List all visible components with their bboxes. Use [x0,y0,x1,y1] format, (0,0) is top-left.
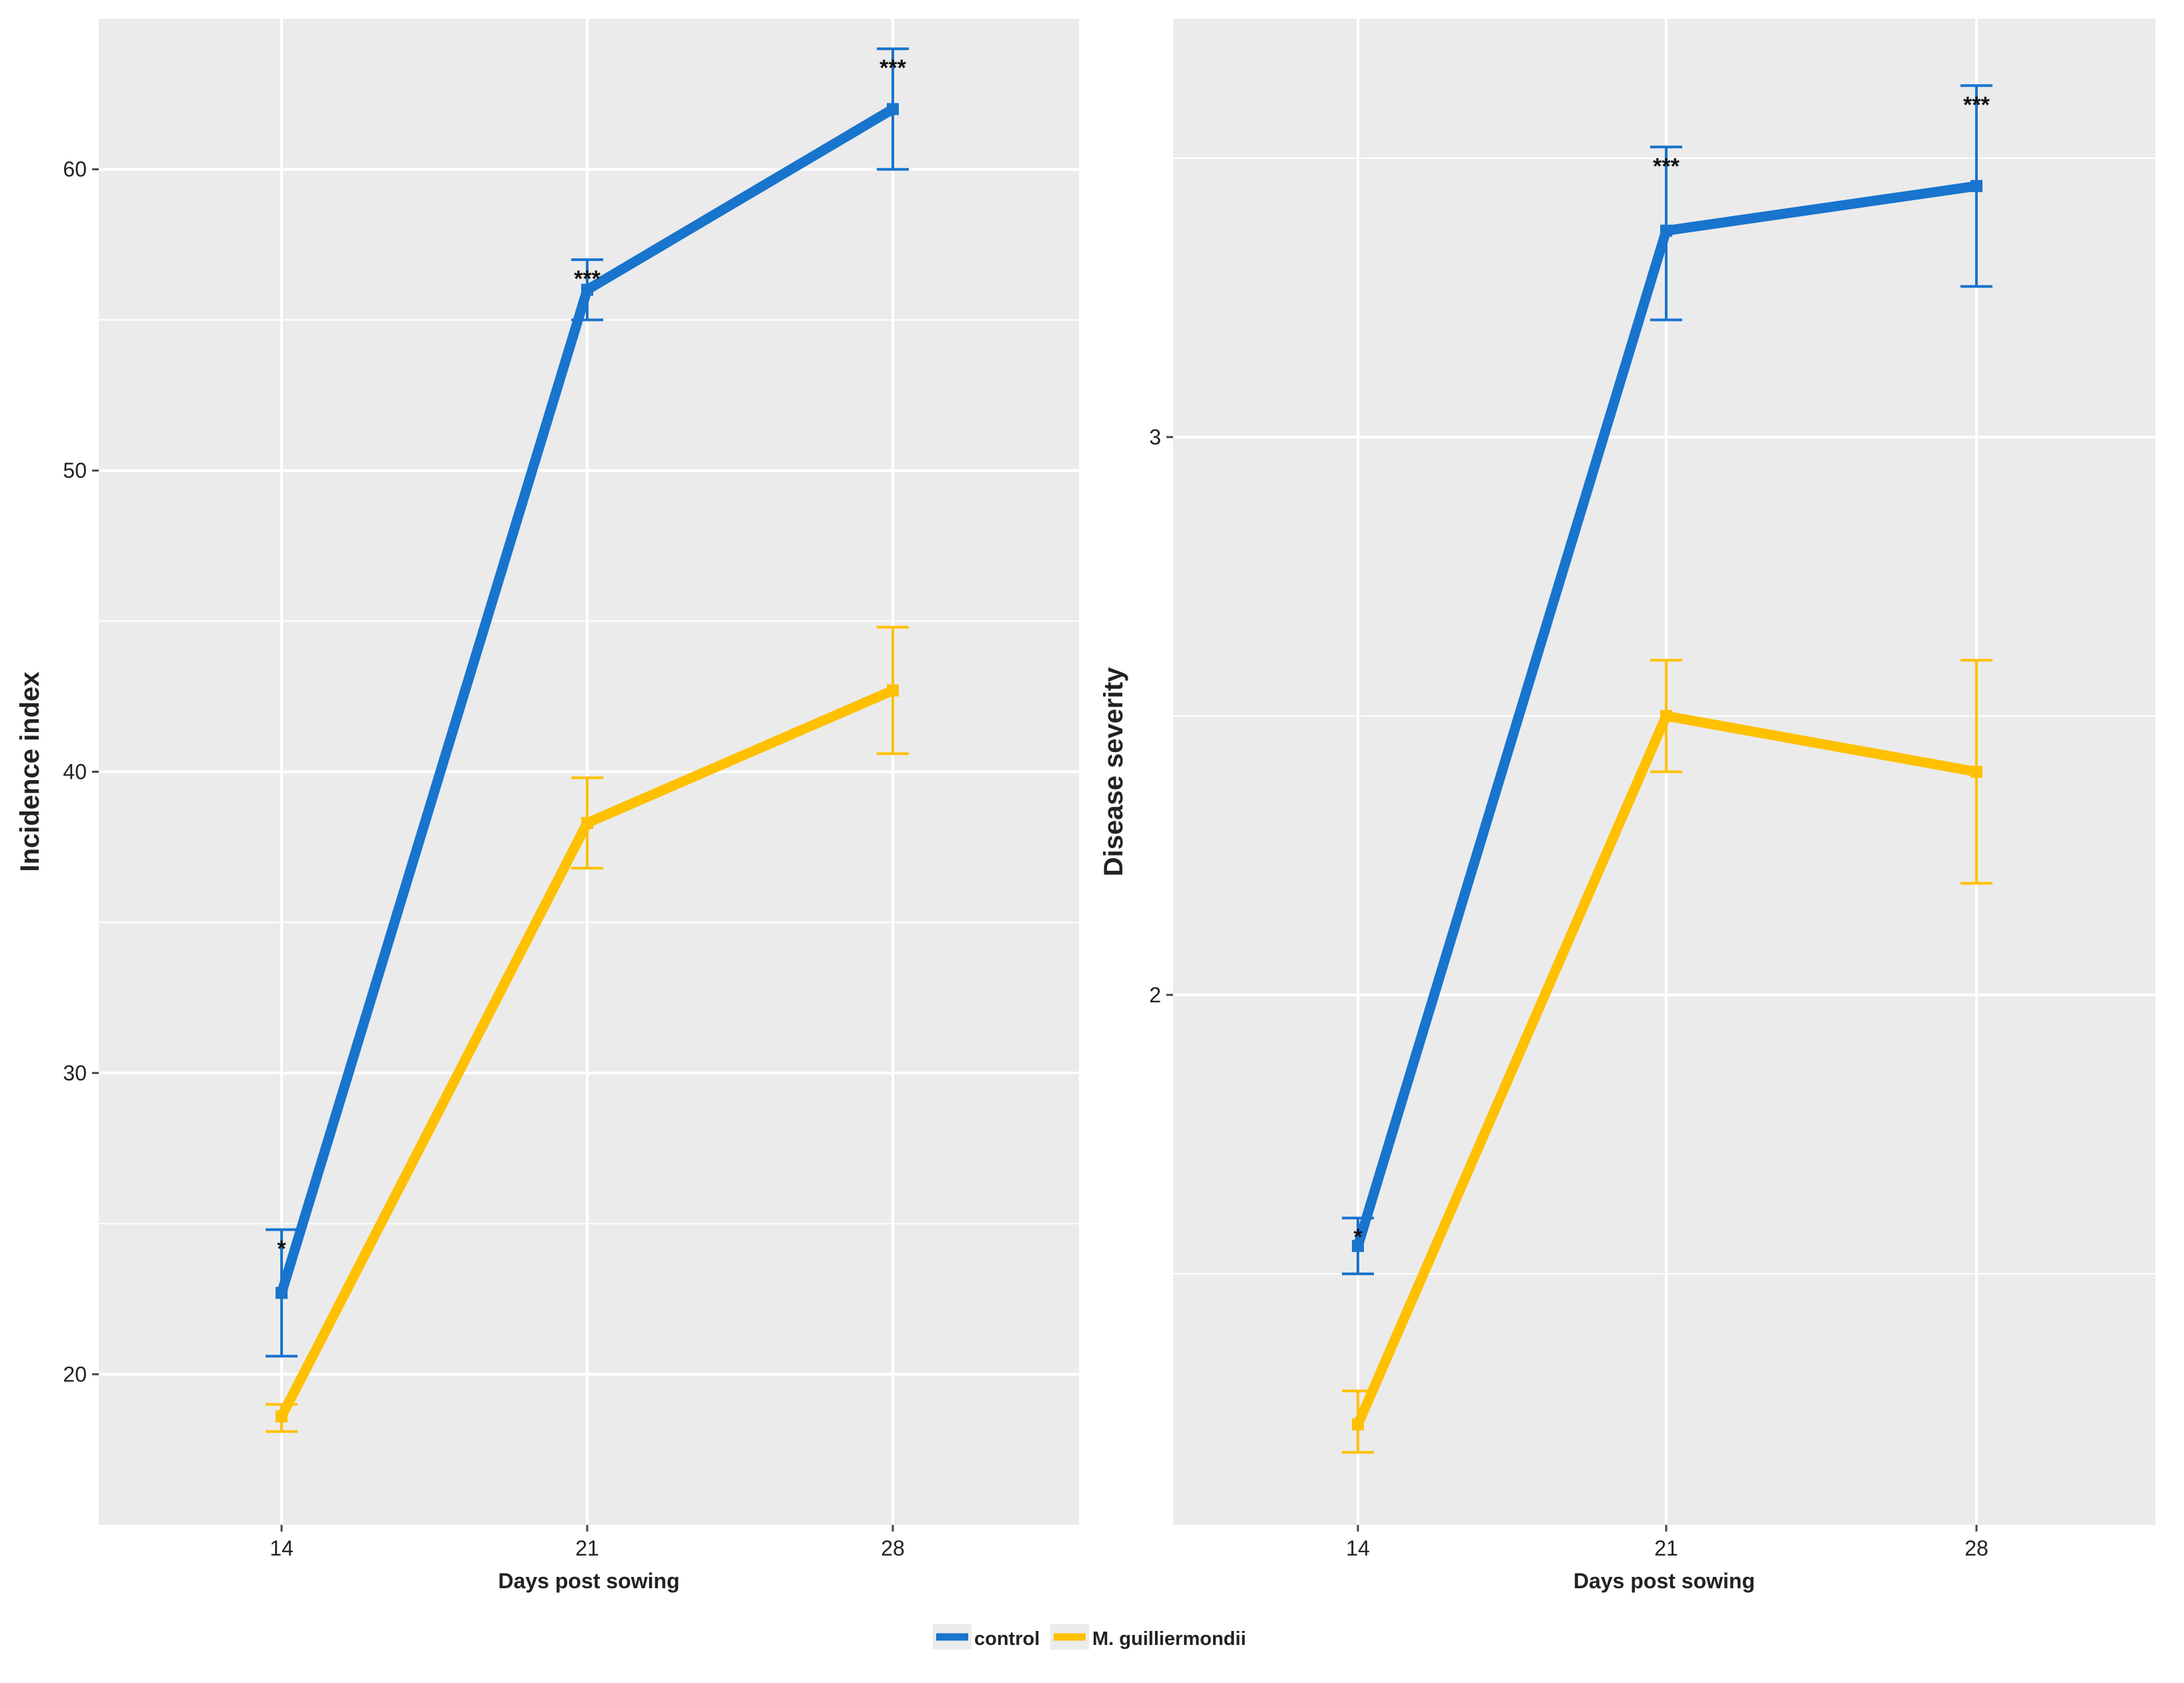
legend-label-control: control [974,1628,1040,1650]
data-point [1660,224,1672,237]
y-tick-label: 20 [63,1362,87,1386]
x-tick-label: 28 [881,1536,905,1560]
y-axis-title: Disease severity [1099,667,1128,876]
data-point [1970,765,1982,778]
y-axis-title: Incidence index [15,671,45,872]
significance-marker: *** [1653,153,1680,179]
x-tick-label: 21 [575,1536,599,1560]
legend: control M. guilliermondii [933,1624,1246,1650]
x-tick-label: 28 [1964,1536,1988,1560]
y-tick-label: 3 [1149,425,1161,449]
x-axis-title: Days post sowing [498,1569,679,1593]
significance-marker: *** [574,266,601,292]
data-point [276,1287,288,1299]
data-point [1352,1418,1364,1431]
significance-marker: * [277,1237,286,1262]
legend-item-treated: M. guilliermondii [1050,1624,1246,1650]
y-tick-label: 60 [63,157,87,182]
significance-marker: *** [1963,92,1990,117]
y-tick-label: 40 [63,760,87,784]
x-tick-label: 14 [270,1536,294,1560]
data-point [276,1410,288,1423]
data-point [1352,1240,1364,1253]
x-tick-label: 14 [1346,1536,1370,1560]
data-point [581,817,593,829]
legend-label-treated: M. guilliermondii [1092,1628,1246,1650]
y-tick-label: 2 [1149,983,1161,1007]
data-point [887,684,899,697]
data-point [887,103,899,115]
data-point [581,284,593,296]
legend-item-control: control [933,1624,1040,1650]
significance-marker: *** [879,55,906,81]
x-tick-label: 21 [1654,1536,1678,1560]
data-point [1660,709,1672,722]
y-tick-label: 30 [63,1061,87,1085]
y-tick-label: 50 [63,458,87,482]
significance-marker: * [1353,1225,1363,1250]
x-axis-title: Days post sowing [1573,1569,1755,1593]
data-point [1970,180,1982,192]
